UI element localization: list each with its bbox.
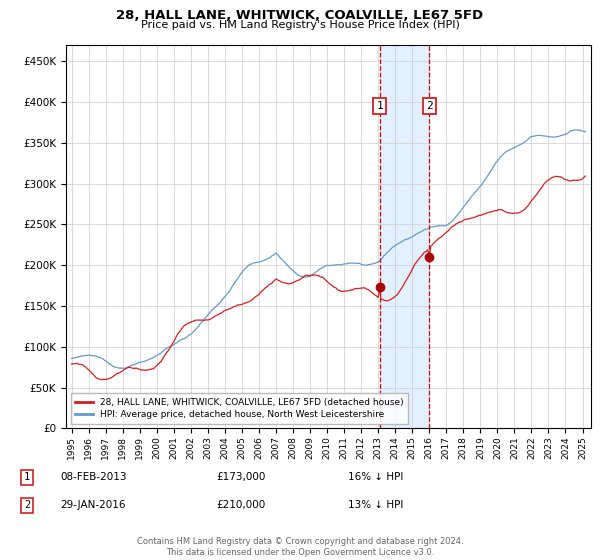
Text: 29-JAN-2016: 29-JAN-2016	[60, 500, 125, 510]
Text: 2: 2	[426, 101, 433, 111]
Text: 28, HALL LANE, WHITWICK, COALVILLE, LE67 5FD: 28, HALL LANE, WHITWICK, COALVILLE, LE67…	[116, 9, 484, 22]
Text: £173,000: £173,000	[216, 472, 265, 482]
Text: 1: 1	[24, 472, 30, 482]
Text: 1: 1	[376, 101, 383, 111]
Text: Price paid vs. HM Land Registry's House Price Index (HPI): Price paid vs. HM Land Registry's House …	[140, 20, 460, 30]
Text: 2: 2	[24, 500, 30, 510]
Text: 16% ↓ HPI: 16% ↓ HPI	[348, 472, 403, 482]
Text: Contains HM Land Registry data © Crown copyright and database right 2024.
This d: Contains HM Land Registry data © Crown c…	[137, 537, 463, 557]
Legend: 28, HALL LANE, WHITWICK, COALVILLE, LE67 5FD (detached house), HPI: Average pric: 28, HALL LANE, WHITWICK, COALVILLE, LE67…	[71, 393, 409, 424]
Bar	[380, 45, 429, 428]
Text: £210,000: £210,000	[216, 500, 265, 510]
Text: 13% ↓ HPI: 13% ↓ HPI	[348, 500, 403, 510]
Text: 08-FEB-2013: 08-FEB-2013	[60, 472, 127, 482]
